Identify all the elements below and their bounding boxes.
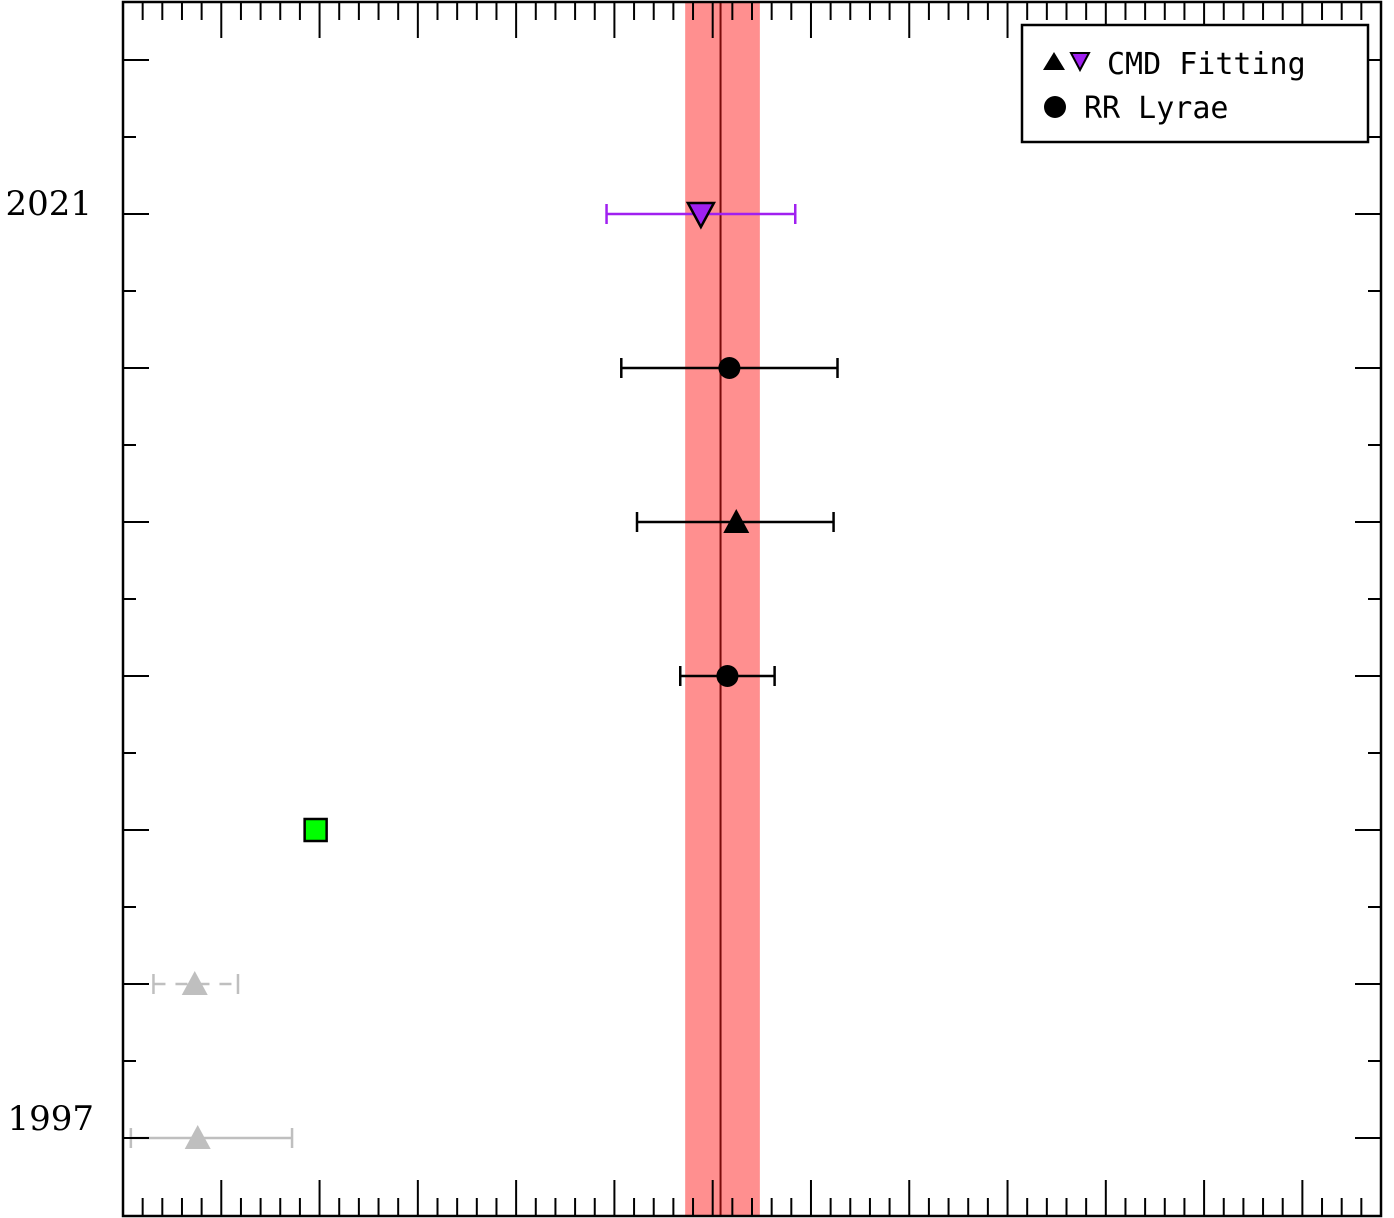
data-point-triangle-down <box>685 201 716 230</box>
reference-band <box>685 2 760 1216</box>
legend: CMD Fitting RR Lyrae <box>1020 23 1370 144</box>
data-point-triangle-up <box>181 971 208 995</box>
legend-triangle-up-marker <box>1043 52 1065 70</box>
data-layer <box>129 201 839 1149</box>
data-point-triangle-up <box>723 509 750 533</box>
y-tick-label-2021: 2021 <box>5 184 92 224</box>
reference-band-layer <box>685 2 760 1216</box>
legend-label-cmd-fitting: CMD Fitting <box>1107 47 1306 82</box>
legend-circle-marker <box>1044 96 1066 118</box>
data-point-triangle-up <box>184 1125 211 1149</box>
legend-triangle-down-marker <box>1069 52 1091 73</box>
data-point-circle <box>716 665 739 687</box>
y-tick-label-1997: 1997 <box>7 1099 94 1139</box>
data-point-square <box>303 817 328 843</box>
axis-ticks <box>122 2 1382 1216</box>
legend-box <box>1020 23 1370 144</box>
data-point-circle <box>718 357 741 379</box>
legend-label-rr-lyrae: RR Lyrae <box>1084 91 1229 126</box>
